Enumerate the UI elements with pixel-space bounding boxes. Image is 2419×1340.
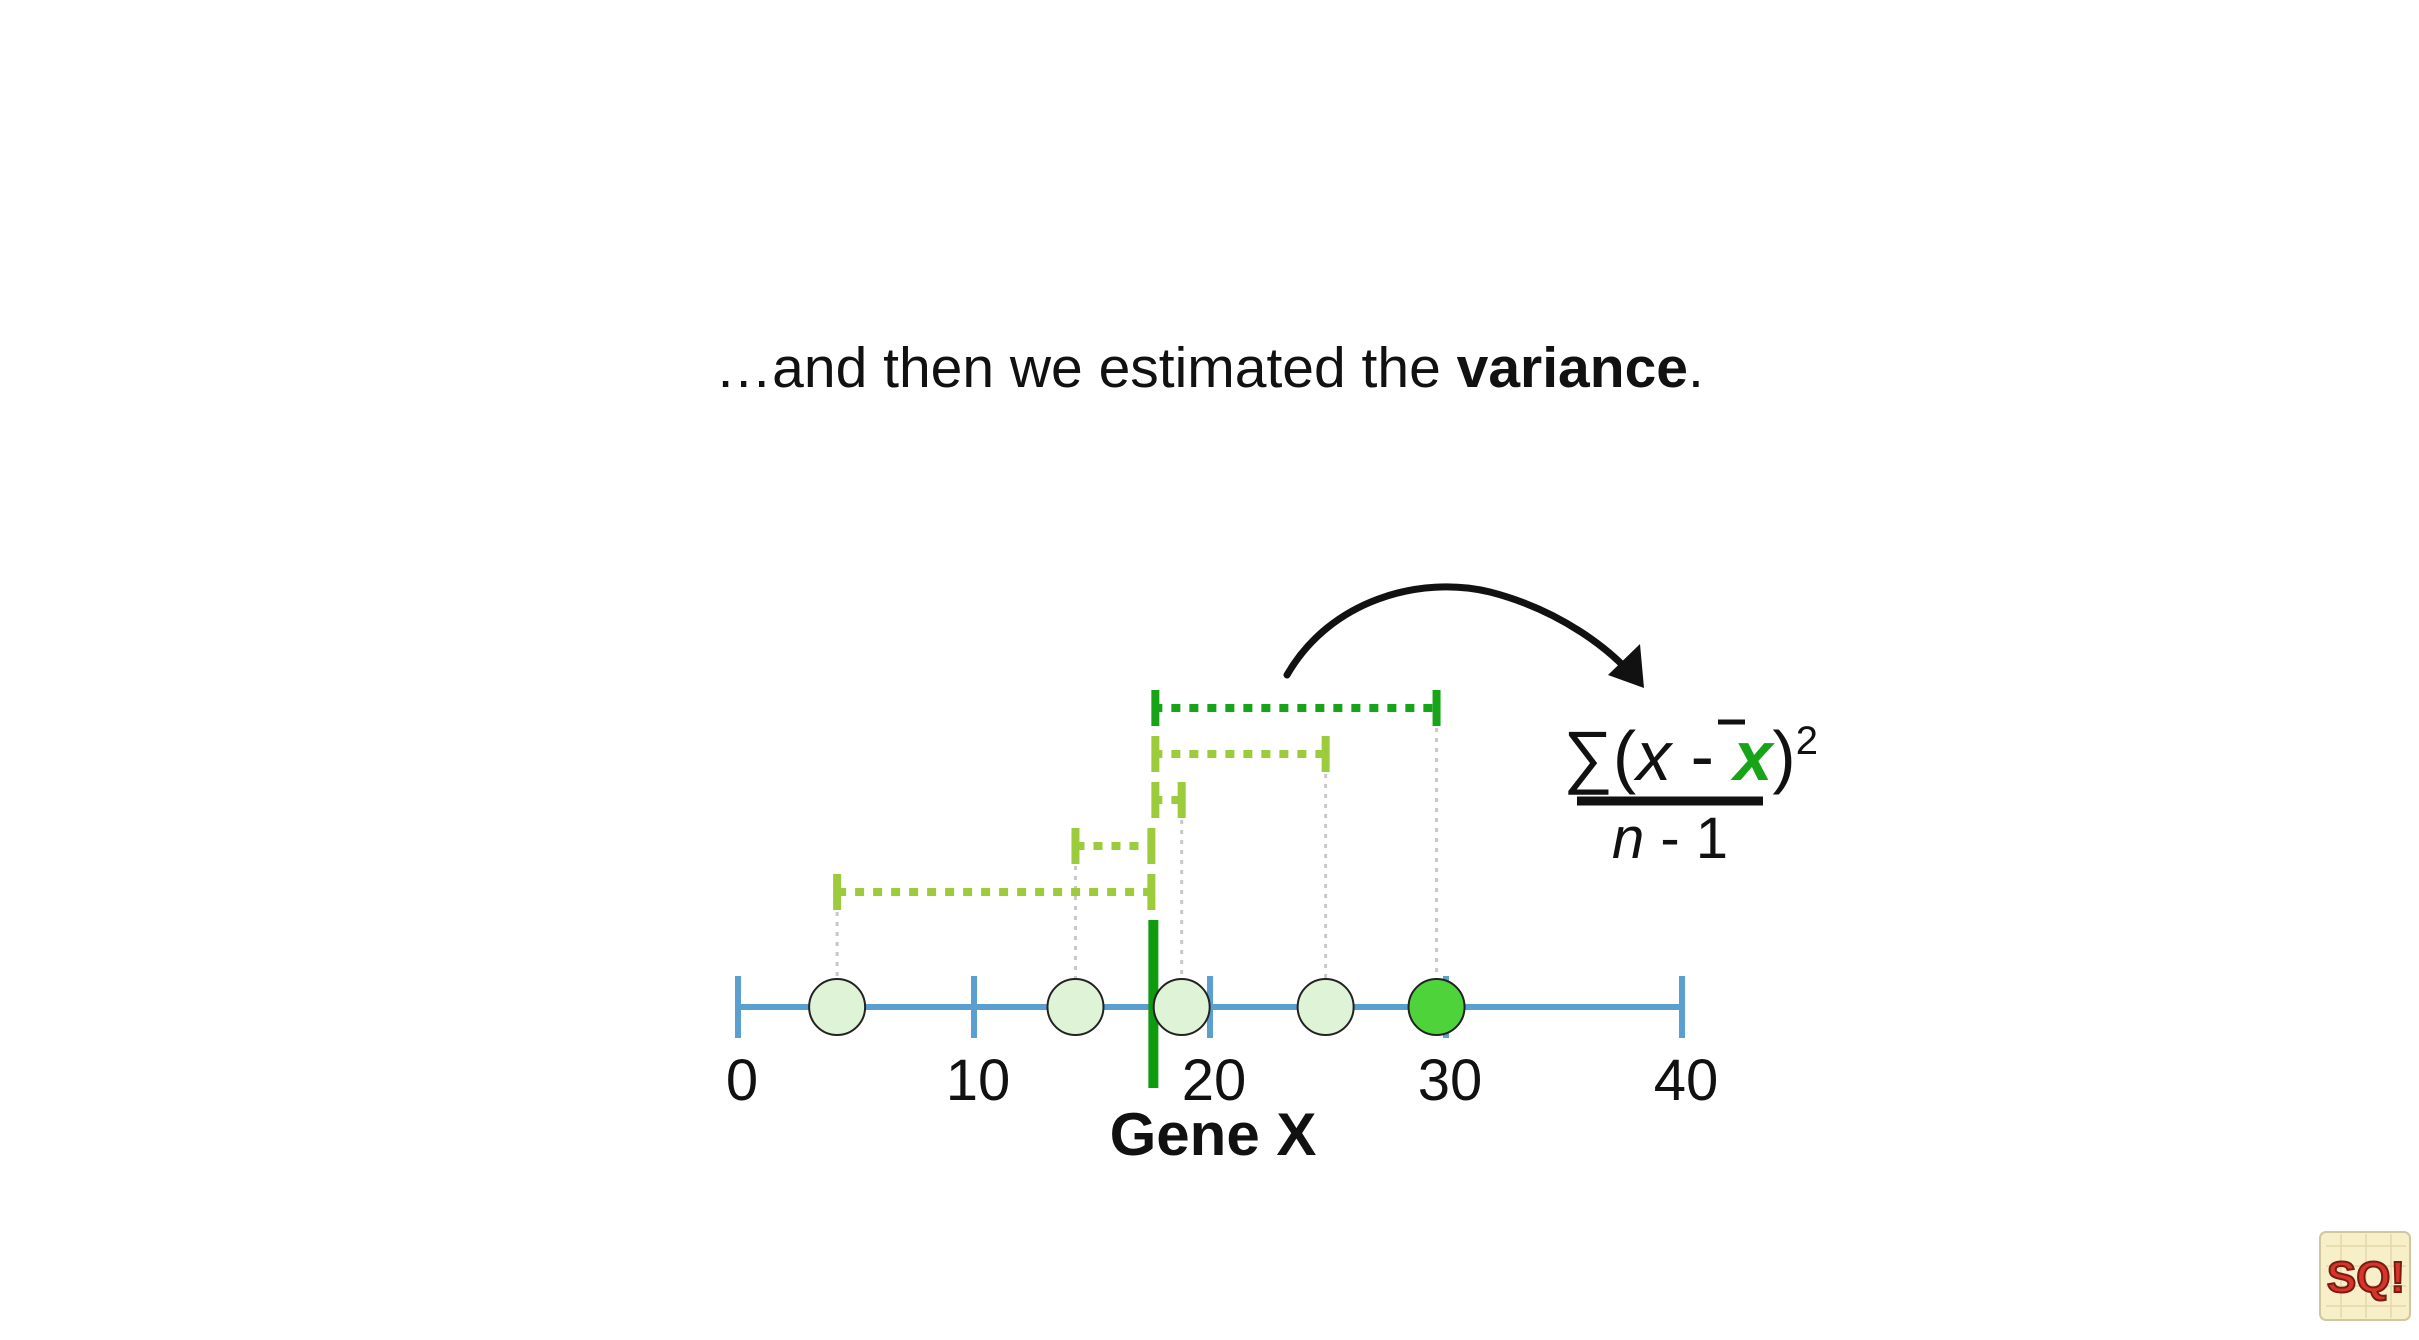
data-point [808, 978, 867, 1036]
data-point [1046, 978, 1105, 1036]
data-point [1152, 978, 1211, 1036]
data-point [1407, 978, 1466, 1036]
data-points [808, 978, 1466, 1036]
svg-text:n - 1: n - 1 [1612, 806, 1728, 871]
statquest-logo-icon: SQ! [2316, 1226, 2416, 1326]
x-variable: x [1633, 717, 1674, 795]
sigma-symbol: ∑ [1563, 717, 1613, 795]
close-paren: ) [1772, 717, 1795, 795]
denominator-n: n [1612, 806, 1644, 871]
axis-tick-labels: 0 10 20 30 40 [726, 1048, 1718, 1113]
denominator-rest: - 1 [1644, 806, 1728, 871]
axis-tick-label: 40 [1654, 1048, 1719, 1113]
open-paren: ( [1613, 717, 1636, 795]
arrow-head-icon [1608, 644, 1644, 688]
residual-brackets [833, 690, 1441, 910]
exponent: 2 [1796, 719, 1818, 763]
caption-text: …and then we estimated the [715, 336, 1457, 400]
caption-suffix: . [1687, 336, 1704, 400]
axis-tick-label: 20 [1182, 1048, 1247, 1113]
x-bar-mean: x [1729, 717, 1775, 795]
axis-tick-label: 0 [726, 1048, 758, 1113]
minus-sign: - [1671, 717, 1733, 795]
caption-bold-term: variance [1456, 336, 1688, 400]
data-point [1296, 978, 1355, 1036]
variance-formula: ∑(x - x)2 n - 1 [1563, 717, 1818, 871]
axis-tick-label: 30 [1418, 1048, 1483, 1113]
vertical-guide-lines [835, 708, 1439, 979]
logo-text: SQ! [2327, 1253, 2405, 1302]
axis-tick-label: 10 [946, 1048, 1011, 1113]
svg-text:∑(x - x)2: ∑(x - x)2 [1563, 717, 1818, 795]
slide-caption: …and then we estimated the variance. [0, 335, 2419, 401]
axis-title: Gene X [1110, 1101, 1317, 1168]
curved-arrow-icon [1283, 583, 1640, 684]
